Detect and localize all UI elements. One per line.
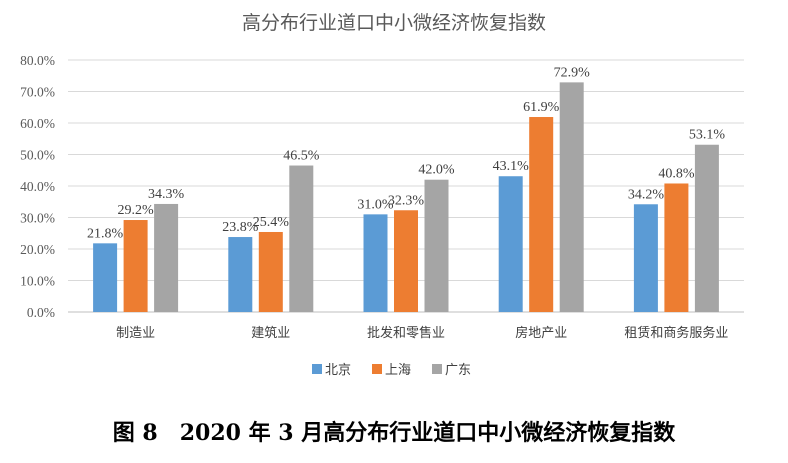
bar <box>694 144 719 312</box>
legend-label: 上海 <box>385 363 411 378</box>
bar <box>424 179 449 312</box>
bar <box>559 82 584 313</box>
data-label: 42.0% <box>418 163 455 178</box>
data-label: 29.2% <box>118 203 155 218</box>
legend-label: 北京 <box>325 363 351 378</box>
data-label: 32.3% <box>388 193 425 208</box>
y-tick-label: 30.0% <box>20 211 55 226</box>
y-tick-label: 10.0% <box>20 274 55 289</box>
y-tick-label: 50.0% <box>20 148 55 163</box>
x-axis-categories: 制造业 建筑业 批发和零售业 房地产业 租赁和商务服务业 <box>116 325 728 341</box>
legend-swatch <box>432 364 442 374</box>
bar <box>529 117 554 312</box>
data-label: 40.8% <box>658 166 695 181</box>
x-tick-label: 房地产业 <box>515 325 567 341</box>
y-tick-label: 20.0% <box>20 242 55 257</box>
bar <box>363 214 388 312</box>
data-label: 53.1% <box>689 128 726 143</box>
data-label: 21.8% <box>87 226 124 241</box>
bar <box>93 243 118 312</box>
data-label: 25.4% <box>253 215 290 230</box>
data-labels: 21.8% 29.2%34.3% 23.8%25.4% 46.5% 31.0%32.3%… <box>87 65 725 241</box>
data-label: 23.8% <box>222 220 259 235</box>
y-tick-label: 70.0% <box>20 85 55 100</box>
chart-title: 高分布行业道口中小微经济恢复指数 <box>242 12 546 34</box>
bars <box>93 82 719 313</box>
x-tick-label: 建筑业 <box>251 325 290 341</box>
data-label: 34.2% <box>628 187 665 202</box>
bar <box>154 203 179 312</box>
bar <box>498 176 523 312</box>
x-tick-label: 租赁和商务服务业 <box>624 325 728 341</box>
bar <box>228 237 253 312</box>
data-label: 43.1% <box>493 159 530 174</box>
y-tick-label: 40.0% <box>20 179 55 194</box>
bar <box>394 210 418 312</box>
bar <box>123 220 148 312</box>
legend-swatch <box>312 364 322 374</box>
bar <box>633 204 658 312</box>
legend-swatch <box>372 364 382 374</box>
y-tick-label: 80.0% <box>20 53 55 68</box>
x-tick-label: 制造业 <box>116 326 155 341</box>
figure-caption: 图 8 2020 年 3 月高分布行业道口中小微经济恢复指数 <box>112 420 676 446</box>
data-label: 31.0% <box>357 197 394 212</box>
bar <box>664 183 689 312</box>
grid <box>68 59 744 313</box>
bar <box>289 165 314 312</box>
legend-label: 广东 <box>445 363 471 378</box>
y-tick-label: 0.0% <box>27 305 55 320</box>
data-label: 72.9% <box>554 65 591 80</box>
bar <box>258 231 283 312</box>
y-axis-ticks: 0.0% 10.0% 20.0% 30.0% 40.0% 50.0% 60.0% 70.0% 8… <box>20 53 55 320</box>
x-tick-label: 批发和零售业 <box>367 325 445 341</box>
legend: 北京 上海 广东 <box>312 363 471 378</box>
y-tick-label: 60.0% <box>20 116 55 131</box>
data-label: 61.9% <box>523 100 560 115</box>
data-label: 34.3% <box>148 187 185 202</box>
data-label: 46.5% <box>283 149 320 164</box>
